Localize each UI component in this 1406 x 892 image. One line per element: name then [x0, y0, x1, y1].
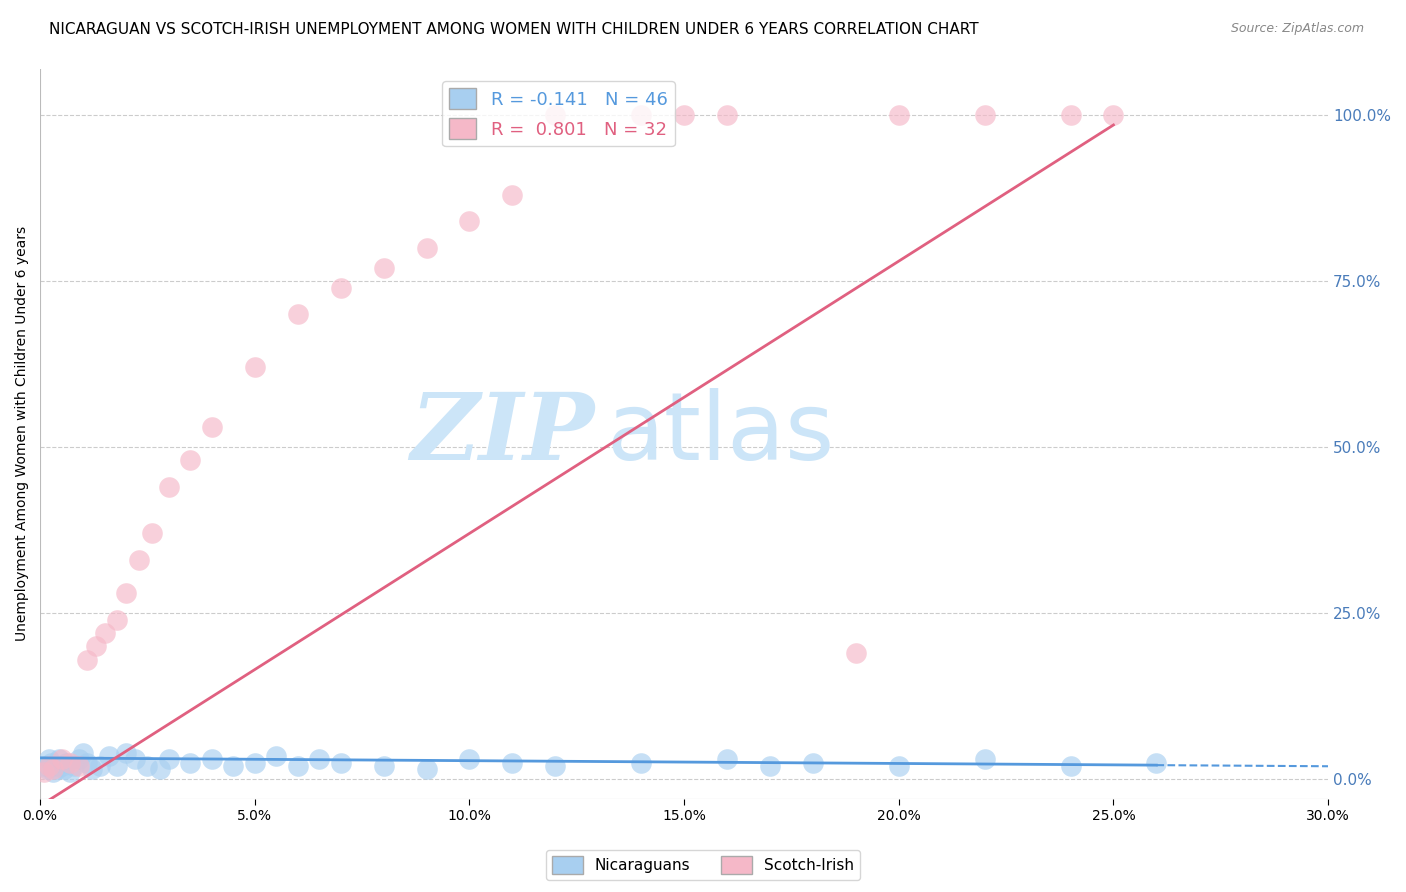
- Point: [59, 765, 82, 780]
- Point: [501, 187, 523, 202]
- Point: [38, 759, 60, 773]
- Point: [973, 108, 995, 122]
- Point: [67, 759, 90, 773]
- Point: [1144, 756, 1167, 770]
- Point: [458, 752, 481, 766]
- Point: [76, 652, 98, 666]
- Point: [59, 756, 82, 770]
- Point: [716, 108, 738, 122]
- Point: [287, 307, 309, 321]
- Point: [287, 759, 309, 773]
- Point: [373, 260, 395, 275]
- Point: [42, 762, 65, 776]
- Point: [222, 759, 245, 773]
- Point: [63, 759, 86, 773]
- Point: [46, 762, 69, 776]
- Point: [128, 553, 150, 567]
- Point: [201, 420, 224, 434]
- Point: [34, 759, 56, 773]
- Point: [630, 756, 652, 770]
- Point: [38, 752, 60, 766]
- Point: [115, 746, 138, 760]
- Text: ZIP: ZIP: [409, 389, 593, 479]
- Point: [1059, 759, 1081, 773]
- Point: [35, 762, 58, 776]
- Point: [544, 108, 567, 122]
- Point: [105, 759, 128, 773]
- Point: [97, 748, 120, 763]
- Y-axis label: Unemployment Among Women with Children Under 6 years: Unemployment Among Women with Children U…: [15, 227, 30, 641]
- Point: [89, 759, 111, 773]
- Point: [243, 756, 266, 770]
- Point: [39, 756, 62, 770]
- Point: [93, 626, 115, 640]
- Point: [157, 752, 180, 766]
- Point: [48, 752, 70, 766]
- Point: [157, 480, 180, 494]
- Point: [179, 453, 201, 467]
- Point: [329, 756, 352, 770]
- Point: [124, 752, 146, 766]
- Point: [630, 108, 652, 122]
- Point: [759, 759, 782, 773]
- Point: [44, 759, 66, 773]
- Point: [52, 762, 75, 776]
- Point: [801, 756, 824, 770]
- Point: [76, 756, 98, 770]
- Point: [51, 752, 73, 766]
- Point: [973, 752, 995, 766]
- Point: [179, 756, 201, 770]
- Point: [243, 360, 266, 375]
- Text: NICARAGUAN VS SCOTCH-IRISH UNEMPLOYMENT AMONG WOMEN WITH CHILDREN UNDER 6 YEARS : NICARAGUAN VS SCOTCH-IRISH UNEMPLOYMENT …: [49, 22, 979, 37]
- Point: [308, 752, 330, 766]
- Point: [67, 752, 90, 766]
- Point: [149, 762, 172, 776]
- Point: [84, 640, 107, 654]
- Legend: R = -0.141   N = 46, R =  0.801   N = 32: R = -0.141 N = 46, R = 0.801 N = 32: [441, 81, 675, 146]
- Point: [105, 613, 128, 627]
- Point: [1102, 108, 1125, 122]
- Text: Source: ZipAtlas.com: Source: ZipAtlas.com: [1230, 22, 1364, 36]
- Text: atlas: atlas: [607, 388, 835, 480]
- Point: [887, 759, 910, 773]
- Point: [201, 752, 224, 766]
- Point: [415, 762, 437, 776]
- Point: [115, 586, 138, 600]
- Point: [458, 214, 481, 228]
- Point: [80, 762, 103, 776]
- Point: [51, 759, 73, 773]
- Point: [136, 759, 159, 773]
- Point: [544, 759, 567, 773]
- Point: [1059, 108, 1081, 122]
- Point: [42, 765, 65, 780]
- Point: [34, 765, 56, 780]
- Point: [72, 746, 94, 760]
- Point: [716, 752, 738, 766]
- Point: [845, 646, 868, 660]
- Point: [887, 108, 910, 122]
- Point: [501, 756, 523, 770]
- Point: [55, 756, 77, 770]
- Point: [415, 241, 437, 255]
- Point: [329, 281, 352, 295]
- Point: [373, 759, 395, 773]
- Point: [264, 748, 287, 763]
- Legend: Nicaraguans, Scotch-Irish: Nicaraguans, Scotch-Irish: [546, 850, 860, 880]
- Point: [673, 108, 696, 122]
- Point: [141, 526, 163, 541]
